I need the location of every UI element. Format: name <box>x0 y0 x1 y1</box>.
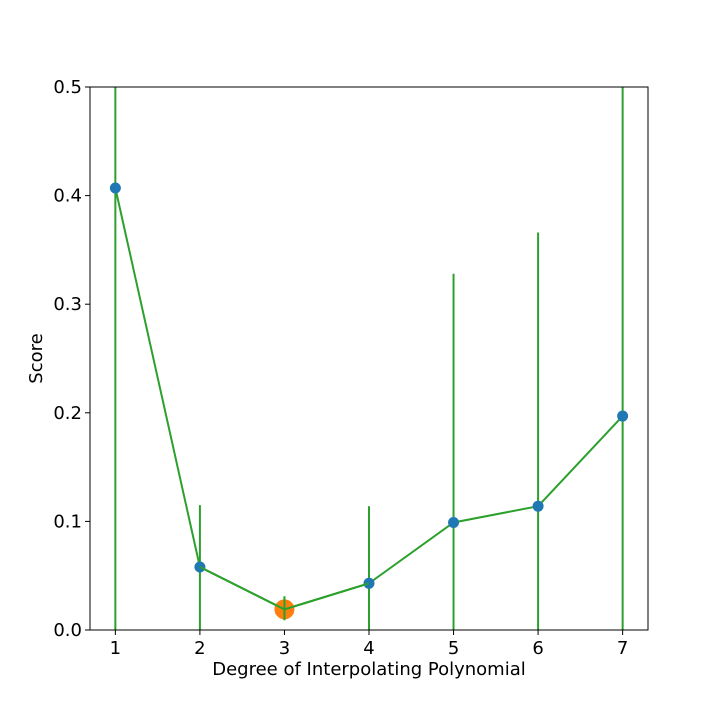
y-tick-label: 0.5 <box>53 77 82 98</box>
x-tick-label: 4 <box>363 638 374 659</box>
y-tick-label: 0.0 <box>53 620 82 641</box>
y-tick-label: 0.3 <box>53 294 82 315</box>
y-tick-label: 0.1 <box>53 511 82 532</box>
data-point <box>109 182 121 194</box>
x-axis-label: Degree of Interpolating Polynomial <box>212 659 526 680</box>
x-tick-label: 3 <box>279 638 290 659</box>
x-tick-label: 1 <box>110 638 121 659</box>
x-tick-label: 2 <box>194 638 205 659</box>
x-tick-label: 6 <box>532 638 543 659</box>
y-tick-label: 0.2 <box>53 403 82 424</box>
data-point <box>532 500 544 512</box>
x-tick-label: 7 <box>617 638 628 659</box>
y-axis-label: Score <box>26 333 47 383</box>
y-axis: 0.0 0.1 0.2 0.3 0.4 0.5 <box>53 77 90 641</box>
highlight-group <box>199 566 370 621</box>
errorbar-group <box>114 87 624 630</box>
data-point <box>448 516 460 528</box>
data-point <box>617 410 629 422</box>
x-tick-label: 5 <box>448 638 459 659</box>
x-axis: 1 2 3 4 5 6 7 <box>110 630 628 659</box>
y-tick-label: 0.4 <box>53 186 82 207</box>
